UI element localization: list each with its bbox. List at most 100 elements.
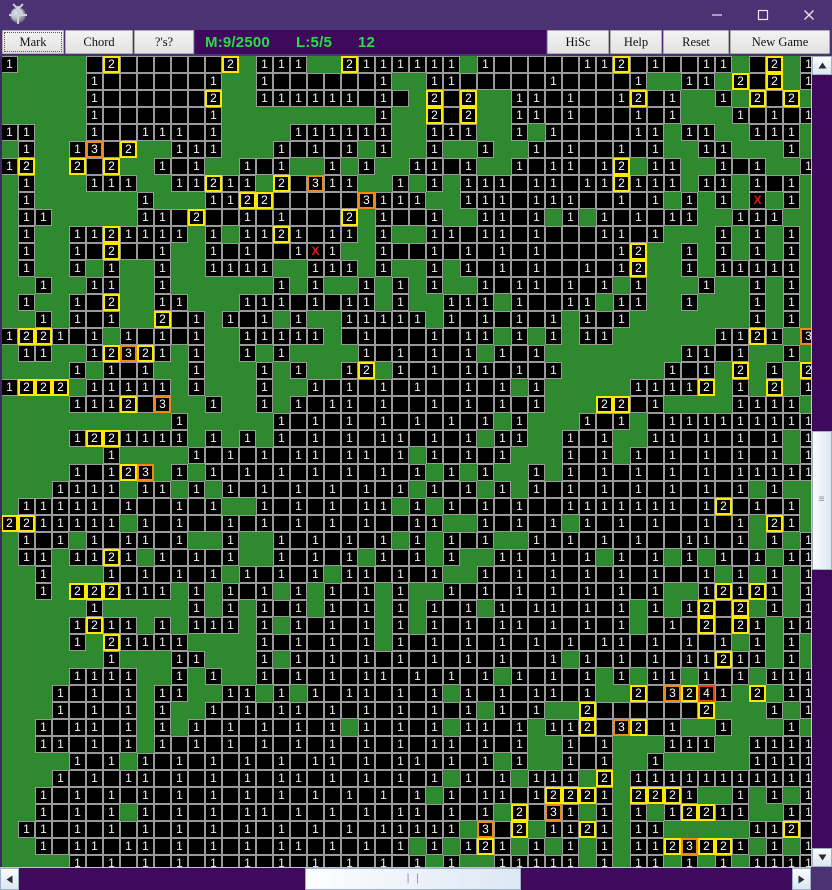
cell-number-1[interactable]: 1: [613, 600, 630, 617]
cell-hidden[interactable]: [205, 583, 222, 600]
cell-empty[interactable]: [562, 583, 579, 600]
cell-hidden[interactable]: [69, 56, 86, 73]
cell-number-1[interactable]: 1: [579, 328, 596, 345]
cell-number-1[interactable]: 1: [256, 90, 273, 107]
cell-number-1[interactable]: 1: [324, 651, 341, 668]
cell-empty[interactable]: [324, 430, 341, 447]
cell-number-1[interactable]: 1: [154, 226, 171, 243]
cell-hidden[interactable]: [35, 294, 52, 311]
cell-hidden[interactable]: [18, 838, 35, 855]
cell-number-1[interactable]: 1: [273, 770, 290, 787]
cell-hidden[interactable]: [579, 804, 596, 821]
cell-number-1[interactable]: 1: [511, 719, 528, 736]
cell-empty[interactable]: [596, 651, 613, 668]
cell-number-1[interactable]: 1: [205, 396, 222, 413]
cell-empty[interactable]: [409, 685, 426, 702]
cell-number-1[interactable]: 1: [69, 464, 86, 481]
cell-empty[interactable]: [766, 90, 783, 107]
cell-number-1[interactable]: 1: [647, 821, 664, 838]
scroll-up-button[interactable]: [812, 56, 832, 75]
cell-number-1[interactable]: 1: [647, 770, 664, 787]
cell-number-1[interactable]: 1: [647, 141, 664, 158]
cell-hidden[interactable]: [18, 481, 35, 498]
cell-number-1[interactable]: 1: [137, 804, 154, 821]
scroll-right-button[interactable]: [792, 868, 811, 890]
cell-number-2[interactable]: 2: [613, 396, 630, 413]
cell-number-1[interactable]: 1: [715, 158, 732, 175]
cell-empty[interactable]: [375, 719, 392, 736]
cell-hidden[interactable]: [35, 634, 52, 651]
cell-hidden[interactable]: [681, 583, 698, 600]
cell-hidden[interactable]: [562, 362, 579, 379]
cell-number-1[interactable]: 1: [307, 277, 324, 294]
cell-number-1[interactable]: 1: [698, 141, 715, 158]
cell-hidden[interactable]: [732, 702, 749, 719]
cell-hidden[interactable]: [681, 753, 698, 770]
cell-number-1[interactable]: 1: [86, 396, 103, 413]
cell-number-1[interactable]: 1: [69, 515, 86, 532]
cell-hidden[interactable]: [188, 413, 205, 430]
cell-number-1[interactable]: 1: [307, 549, 324, 566]
cell-hidden[interactable]: [375, 617, 392, 634]
cell-number-1[interactable]: 1: [698, 447, 715, 464]
cell-hidden[interactable]: [154, 668, 171, 685]
cell-hidden[interactable]: [120, 158, 137, 175]
cell-number-1[interactable]: 1: [664, 379, 681, 396]
cell-empty[interactable]: [154, 498, 171, 515]
cell-number-1[interactable]: 1: [613, 498, 630, 515]
cell-number-1[interactable]: 1: [681, 294, 698, 311]
cell-hidden[interactable]: [664, 345, 681, 362]
cell-hidden[interactable]: [2, 549, 18, 566]
cell-hidden[interactable]: [715, 753, 732, 770]
cell-hidden[interactable]: [732, 192, 749, 209]
cell-number-2[interactable]: 2: [86, 617, 103, 634]
cell-number-1[interactable]: 1: [154, 379, 171, 396]
cell-hidden[interactable]: [579, 770, 596, 787]
cell-hidden[interactable]: [494, 158, 511, 175]
cell-number-1[interactable]: 1: [273, 141, 290, 158]
cell-number-1[interactable]: 1: [86, 328, 103, 345]
cell-empty[interactable]: [273, 804, 290, 821]
cell-number-1[interactable]: 1: [86, 73, 103, 90]
cell-empty[interactable]: [273, 719, 290, 736]
cell-hidden[interactable]: [2, 600, 18, 617]
cell-number-2[interactable]: 2: [103, 430, 120, 447]
cell-empty[interactable]: [647, 107, 664, 124]
cell-hidden[interactable]: [137, 617, 154, 634]
cell-number-1[interactable]: 1: [273, 209, 290, 226]
cell-number-1[interactable]: 1: [681, 209, 698, 226]
cell-empty[interactable]: [341, 736, 358, 753]
cell-number-1[interactable]: 1: [630, 107, 647, 124]
cell-number-1[interactable]: 1: [375, 311, 392, 328]
cell-empty[interactable]: [307, 481, 324, 498]
cell-hidden[interactable]: [800, 396, 811, 413]
cell-number-1[interactable]: 1: [494, 685, 511, 702]
cell-number-1[interactable]: 1: [443, 73, 460, 90]
cell-empty[interactable]: [528, 566, 545, 583]
cell-empty[interactable]: [579, 124, 596, 141]
cell-number-1[interactable]: 1: [239, 158, 256, 175]
cell-hidden[interactable]: [443, 770, 460, 787]
cell-number-1[interactable]: 1: [86, 345, 103, 362]
cell-number-1[interactable]: 1: [715, 719, 732, 736]
cell-hidden[interactable]: [171, 481, 188, 498]
cell-hidden[interactable]: [2, 362, 18, 379]
cell-hidden[interactable]: [171, 277, 188, 294]
cell-hidden[interactable]: [35, 447, 52, 464]
cell-empty[interactable]: [409, 736, 426, 753]
cell-number-1[interactable]: 1: [69, 430, 86, 447]
cell-hidden[interactable]: [188, 294, 205, 311]
cell-number-1[interactable]: 1: [273, 753, 290, 770]
cell-number-1[interactable]: 1: [528, 770, 545, 787]
cell-number-1[interactable]: 1: [307, 413, 324, 430]
cell-number-1[interactable]: 1: [698, 124, 715, 141]
cell-number-1[interactable]: 1: [715, 226, 732, 243]
cell-hidden[interactable]: [2, 651, 18, 668]
cell-empty[interactable]: [460, 413, 477, 430]
cell-hidden[interactable]: [494, 753, 511, 770]
cell-empty[interactable]: [171, 158, 188, 175]
cell-hidden[interactable]: [2, 447, 18, 464]
cell-number-1[interactable]: 1: [613, 294, 630, 311]
cell-hidden[interactable]: [188, 277, 205, 294]
cell-number-2[interactable]: 2: [732, 362, 749, 379]
